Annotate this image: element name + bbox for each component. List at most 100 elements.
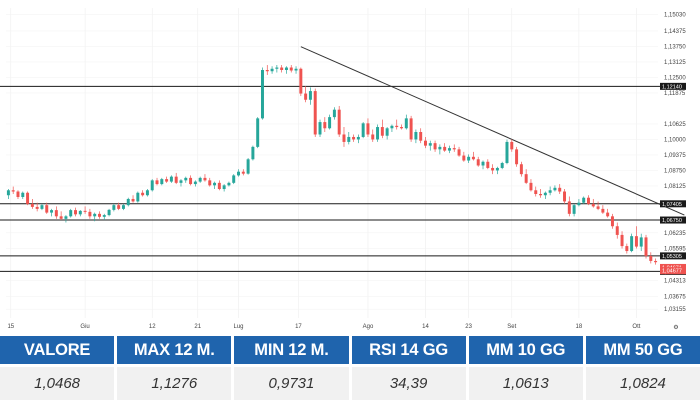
candle: [232, 174, 236, 185]
y-tick-label: 1,03675: [664, 294, 686, 300]
candle: [45, 202, 49, 214]
price-badges: 1,121401,074051,067501,053051,046801,046…: [660, 82, 686, 275]
stat-header: VALORE: [0, 336, 115, 364]
candle: [515, 146, 519, 167]
x-axis: 15 Giu 12 21 Lug 17 Ago 14 23 Set 18 Ott ⚙: [7, 324, 678, 331]
candle: [323, 117, 327, 132]
settings-icon[interactable]: ⚙: [673, 324, 678, 331]
candle: [601, 205, 605, 214]
candle: [438, 144, 442, 155]
y-tick-label: 1,10625: [664, 122, 686, 128]
candle: [40, 203, 44, 211]
candle: [189, 175, 193, 186]
stat-value: 1,1276: [117, 367, 232, 400]
horizontal-levels: [0, 85, 660, 272]
candle: [265, 65, 269, 75]
candle: [241, 169, 245, 176]
level-badge-label: 1,12140: [662, 84, 682, 90]
level-badge-label: 1,05305: [662, 254, 682, 260]
candle: [395, 119, 399, 130]
y-tick-label: 1,08125: [664, 184, 686, 190]
candle: [630, 233, 634, 253]
stat-value: 1,0613: [468, 367, 583, 400]
candle: [203, 174, 207, 182]
candle: [256, 117, 260, 149]
stat-value: 1,0824: [585, 367, 700, 400]
candle: [126, 197, 130, 207]
y-tick-label: 1,05595: [664, 247, 686, 253]
stat-valore: VALORE 1,0468: [0, 336, 115, 400]
candle: [620, 231, 624, 249]
candle: [198, 176, 202, 183]
candle: [227, 181, 231, 187]
y-tick-label: 1,11875: [664, 91, 686, 97]
candle: [78, 210, 82, 217]
candle: [366, 118, 370, 137]
candle: [289, 65, 293, 73]
x-tick-label: 18: [576, 324, 583, 330]
stat-min-12m: MIN 12 M. 0,9731: [234, 336, 349, 400]
candle: [318, 119, 322, 137]
candle: [615, 222, 619, 239]
y-tick-label: 1,04313: [664, 278, 686, 284]
candle: [54, 206, 58, 219]
candle: [385, 127, 389, 140]
candle: [160, 177, 164, 186]
candle: [567, 196, 571, 217]
candle: [102, 213, 106, 221]
candle: [131, 195, 135, 203]
candle: [423, 136, 427, 149]
candle: [543, 191, 547, 199]
level-badge: [660, 82, 686, 90]
stat-header: MM 10 GG: [468, 336, 583, 364]
candle: [361, 122, 365, 139]
price-chart: 1,15030 1,14375 1,13750 1,13125 1,12500 1,118…: [0, 8, 686, 331]
candle: [649, 252, 653, 264]
candle: [270, 66, 274, 74]
candle: [414, 129, 418, 144]
x-tick-label: 12: [149, 324, 156, 330]
candle: [30, 198, 34, 209]
candle: [332, 107, 336, 120]
candle: [275, 65, 279, 73]
candle: [625, 243, 629, 254]
stat-mm-50gg: MM 50 GG 1,0824: [585, 336, 700, 400]
stat-header: MIN 12 M.: [234, 336, 349, 364]
candle: [155, 177, 159, 186]
candle: [35, 202, 39, 212]
level-badge-label: 1,06750: [662, 218, 682, 224]
x-tick-label: Giu: [80, 324, 89, 330]
candle: [169, 175, 173, 183]
current-price-label: 1,04677: [662, 269, 682, 275]
stat-mm-10gg: MM 10 GG 1,0613: [468, 336, 583, 400]
y-tick-label: 1,08750: [664, 168, 686, 174]
stat-value: 1,0468: [0, 367, 115, 400]
candle: [505, 139, 509, 165]
candle: [380, 119, 384, 139]
candle: [284, 66, 288, 74]
candle: [83, 206, 87, 214]
candle: [467, 154, 471, 163]
stat-header: MM 50 GG: [585, 336, 700, 364]
candle: [97, 211, 101, 219]
stat-header: MAX 12 M.: [117, 336, 232, 364]
candle: [208, 177, 212, 187]
candle: [462, 151, 466, 162]
candle: [237, 169, 241, 177]
candle: [443, 143, 447, 152]
candle: [174, 172, 178, 185]
x-tick-label: Set: [507, 324, 516, 330]
candle: [251, 145, 255, 161]
grid-layer: [6, 8, 658, 318]
candle: [21, 191, 25, 199]
candle: [558, 184, 562, 194]
trendline-layer: [300, 46, 685, 216]
candle: [577, 198, 581, 207]
stat-rsi-14gg: RSI 14 GG 34,39: [351, 336, 466, 400]
candle: [553, 185, 557, 192]
candle: [6, 189, 10, 199]
candle: [548, 186, 552, 196]
candle: [222, 184, 226, 192]
candles-layer: [6, 65, 658, 265]
level-badge: [660, 200, 686, 208]
